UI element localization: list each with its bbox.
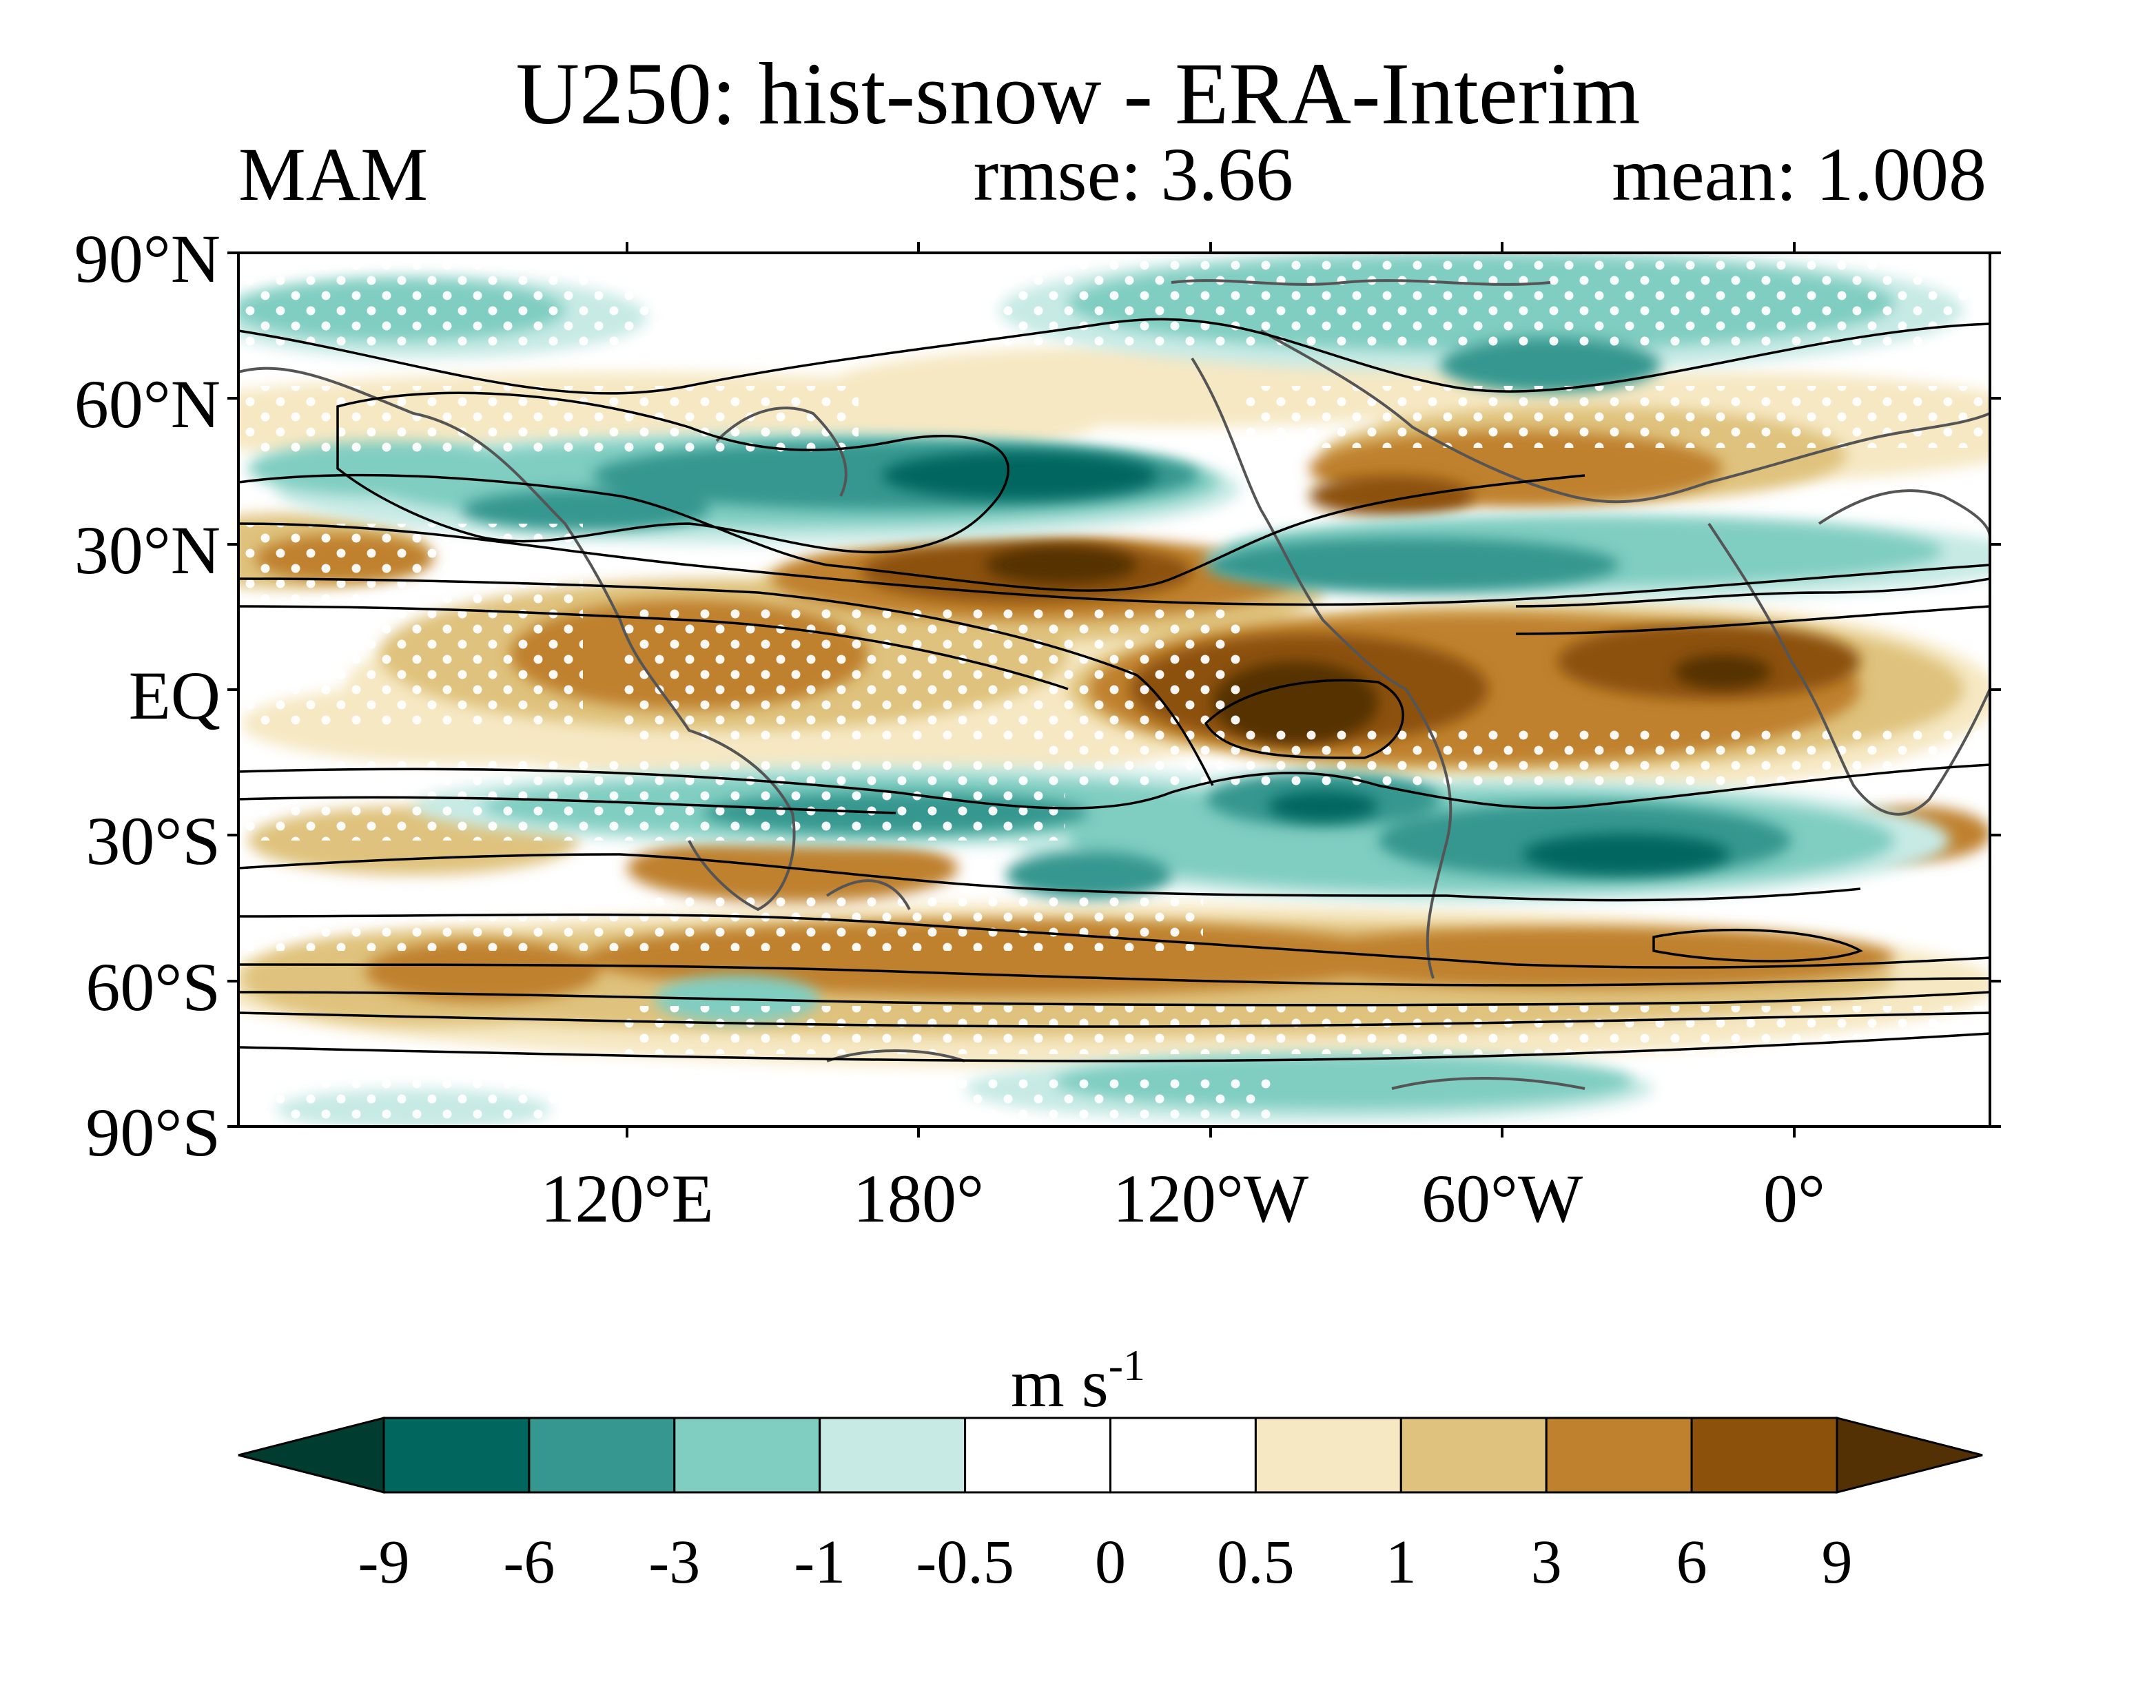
colorbar-bin [1399,1417,1548,1494]
lon-label-120w: 120°W [1112,1160,1309,1237]
colorbar-bin [1109,1417,1257,1494]
lat-label-90s: 90°S [85,1094,220,1171]
colorbar-extend-high [1836,1417,1983,1494]
lat-label-eq: EQ [128,657,220,734]
lat-label-30s: 30°S [85,803,220,879]
climatology-contours [238,318,1990,1062]
wind-bias-field [238,253,1990,1126]
colorbar-tick-label: 9 [1821,1528,1853,1596]
lat-label-60n: 60°N [74,366,220,442]
colorbar-bin [382,1417,531,1494]
colorbar [238,1417,1983,1494]
colorbar-tick-label: 0.5 [1217,1528,1295,1596]
colorbar-extend-low [238,1417,385,1494]
colorbar-bin [528,1417,676,1494]
lon-label-180: 180° [853,1160,984,1237]
colorbar-bin [1545,1417,1693,1494]
colorbar-tick-label: -3 [648,1528,701,1596]
colorbar-tick-label: -0.5 [916,1528,1014,1596]
colorbar-tick-label: -6 [503,1528,555,1596]
lat-label-60s: 60°S [85,949,220,1025]
lat-label-90n: 90°N [74,220,220,297]
colorbar-bin [1254,1417,1402,1494]
colorbar-tick-label: -9 [358,1528,410,1596]
colorbar-bin [964,1417,1111,1494]
colorbar-tick-label: -1 [794,1528,846,1596]
lon-label-60w: 60°W [1421,1160,1583,1237]
colorbar-tick-label: 3 [1530,1528,1562,1596]
lat-label-30n: 30°N [74,512,220,588]
units-exponent: -1 [1108,1341,1145,1390]
colorbar-tick-label: 0 [1095,1528,1126,1596]
colorbar-bin [1690,1417,1838,1494]
axis-ticks [227,242,2001,1138]
rmse-label: rmse: 3.66 [973,132,1293,216]
colorbar-tick-label: 1 [1385,1528,1417,1596]
colorbar-bin [819,1417,967,1494]
units-main: m s [1010,1345,1109,1421]
plot-title: U250: hist-snow - ERA-Interim [515,45,1641,143]
lon-label-120e: 120°E [540,1160,714,1237]
colorbar-units: m s-1 [0,1340,2156,1423]
lon-label-0: 0° [1763,1160,1825,1237]
season-label: MAM [238,132,429,216]
colorbar-bin [673,1417,821,1494]
mean-label: mean: 1.008 [1612,132,1986,216]
colorbar-tick-label: 6 [1676,1528,1707,1596]
